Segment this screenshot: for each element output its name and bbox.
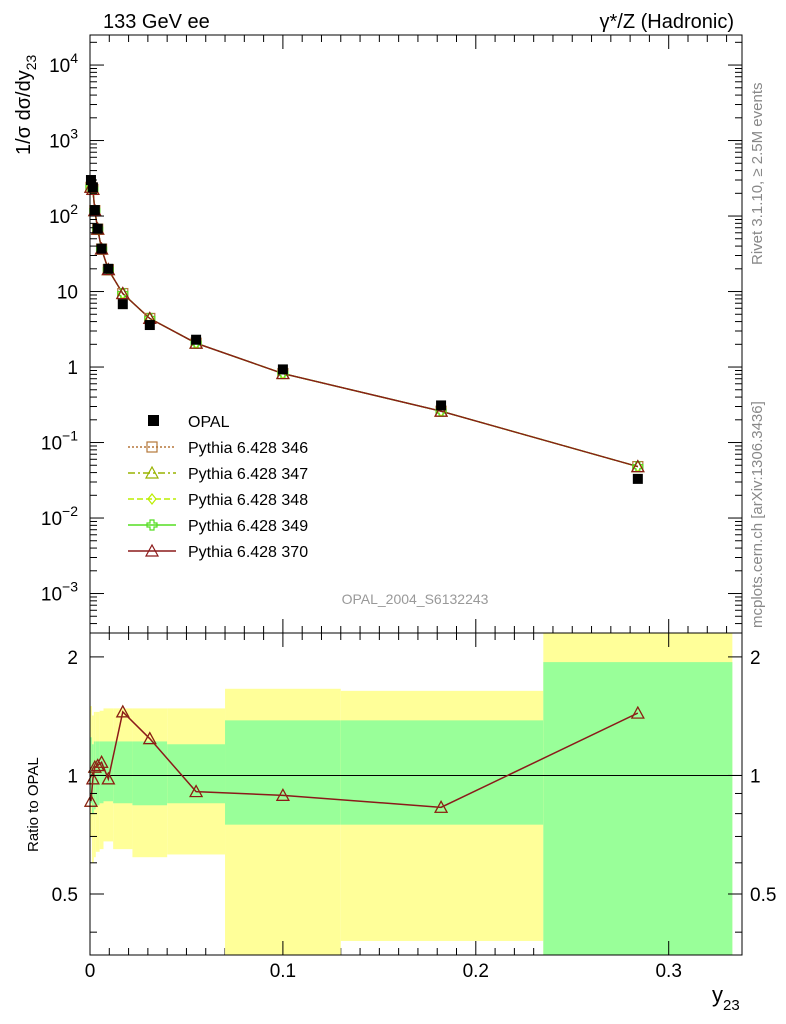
x-tick-label: 0.3	[655, 961, 681, 982]
series-line	[90, 186, 639, 468]
ratio-y-tick-label: 1	[67, 766, 78, 787]
data-point	[89, 205, 100, 216]
data-point	[92, 223, 103, 234]
ratio-y-tick-label-right: 2	[750, 648, 761, 669]
series-line	[90, 186, 639, 468]
ratio-y-tick-label-right: 0.5	[750, 885, 776, 906]
header-right: γ*/Z (Hadronic)	[600, 11, 734, 33]
legend-label: Pythia 6.428 347	[188, 466, 308, 483]
main-y-label-sub: 23	[23, 54, 39, 70]
legend-marker	[144, 465, 160, 479]
x-axis-label-text: y	[712, 982, 723, 1007]
ratio-band-inner	[90, 737, 92, 804]
ratio-point	[630, 705, 645, 719]
ratio-band-inner	[225, 720, 341, 825]
data-point	[436, 400, 447, 411]
data-point	[144, 320, 155, 331]
mcplots-label: mcplots.cern.ch [arXiv:1306.3436]	[749, 401, 766, 628]
ratio-band-inner	[95, 741, 100, 806]
ratio-point	[189, 784, 204, 798]
y-tick-label: 104	[49, 50, 78, 77]
ratio-series-line	[90, 710, 639, 809]
ratio-point	[275, 788, 290, 801]
legend-label: Pythia 6.428 370	[188, 544, 308, 561]
ratio-point	[142, 731, 157, 745]
main-y-label: 1/σ dσ/dy23	[13, 54, 39, 155]
ratio-point	[83, 793, 98, 807]
ratio-point	[87, 759, 102, 773]
y-tick-label: 102	[49, 201, 78, 228]
header-left: 133 GeV ee	[103, 11, 210, 33]
ratio-band-inner	[167, 744, 226, 804]
ratio-point	[101, 771, 116, 785]
series-line	[90, 186, 639, 468]
data-point	[632, 473, 643, 484]
data-point	[117, 299, 128, 310]
data-point	[277, 364, 288, 375]
ratio-band-inner	[543, 662, 733, 955]
main-y-label-text: 1/σ dσ/dy	[13, 70, 35, 155]
x-axis-label-sub: 23	[723, 997, 740, 1014]
legend-label: Pythia 6.428 349	[188, 518, 308, 535]
series-line	[90, 186, 639, 468]
x-axis-label: y23	[712, 982, 740, 1014]
x-tick-label: 0	[85, 961, 96, 982]
series-line	[90, 186, 639, 468]
y-tick-label: 1	[67, 358, 78, 379]
y-tick-label: 10−2	[41, 503, 78, 530]
rivet-label: Rivet 3.1.10, ≥ 2.5M events	[749, 83, 766, 266]
legend-data-marker	[148, 415, 159, 426]
legend-marker	[147, 493, 157, 505]
ratio-point	[94, 755, 109, 768]
ratio-frame	[89, 632, 743, 956]
legend-marker	[144, 543, 160, 557]
ratio-band-inner	[113, 741, 133, 804]
y-tick-label: 10−1	[41, 428, 78, 455]
legend-label-data: OPAL	[188, 414, 230, 431]
ratio-panel: 0.5 0.5 1 1 2 2 0 0.1 0.2 0.3	[52, 35, 776, 982]
ratio-band-inner	[132, 741, 168, 806]
ratio-y-tick-label-right: 1	[750, 766, 761, 787]
x-tick-label: 0.2	[463, 961, 489, 982]
ratio-band-inner	[103, 741, 114, 802]
x-tick-label: 0.1	[270, 961, 296, 982]
y-tick-label: 10−3	[41, 579, 78, 606]
series-point	[434, 403, 449, 417]
data-point	[103, 263, 114, 274]
legend-label: Pythia 6.428 346	[188, 440, 308, 457]
legend: OPAL Pythia 6.428 346 Pythia 6.428 347 Pyth…	[128, 414, 308, 561]
ratio-point	[115, 704, 130, 718]
ratio-y-tick-label: 2	[67, 648, 78, 669]
data-point	[191, 334, 202, 345]
legend-marker	[146, 519, 158, 531]
ratio-point	[434, 800, 449, 813]
analysis-id: OPAL_2004_S6132243	[342, 591, 489, 607]
y-tick-label: 103	[49, 126, 78, 153]
legend-marker	[146, 441, 158, 453]
series-point	[630, 459, 645, 473]
y-tick-label: 10	[57, 283, 78, 304]
ratio-y-tick-label: 0.5	[52, 885, 78, 906]
data-point	[87, 182, 98, 193]
data-point	[96, 243, 107, 254]
ratio-point	[90, 758, 105, 772]
ratio-y-label: Ratio to OPAL	[25, 757, 42, 852]
legend-label: Pythia 6.428 348	[188, 492, 308, 509]
series-point	[115, 286, 130, 300]
